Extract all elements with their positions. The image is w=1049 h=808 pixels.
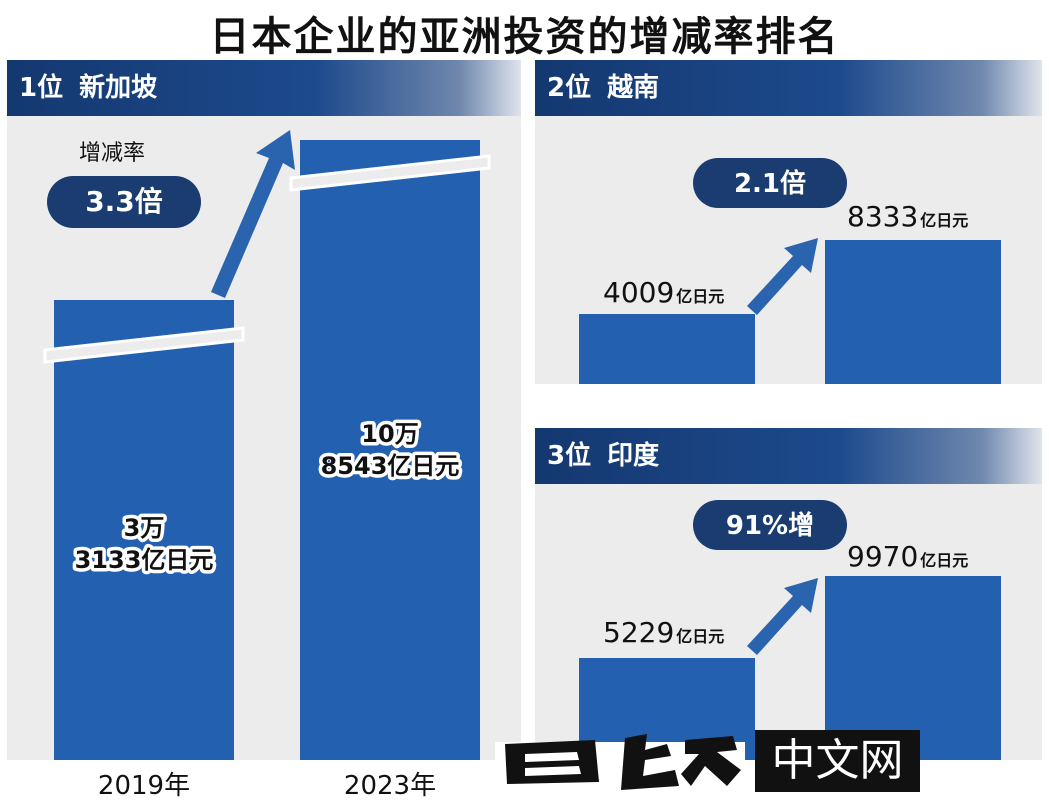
value-label-2023: 8333 亿日元 [847, 200, 968, 233]
value-label-2023-line1: 10万 [361, 420, 418, 448]
chart-india: 91%增 5229 亿日元 9970 亿日元 [579, 500, 1001, 760]
bar-2019 [579, 314, 755, 384]
value-number-2019: 4009 [603, 276, 674, 309]
rate-value: 2.1倍 [734, 168, 806, 199]
value-label-2019: 4009 亿日元 [603, 276, 724, 309]
rank-label: 2位 [547, 73, 592, 103]
value-unit-2023: 亿日元 [920, 211, 968, 230]
value-label-2019-line1: 3万 [124, 514, 165, 542]
country-label: 新加坡 [79, 73, 158, 103]
bar-2023 [825, 240, 1001, 384]
value-number-2019: 5229 [603, 616, 674, 649]
panel-header-india: 3位 印度 [535, 428, 1042, 484]
bar-2019 [54, 300, 234, 760]
growth-arrow [747, 238, 818, 315]
nikkei-logo-text: 中文网 [755, 730, 920, 792]
axis-break-2019 [43, 326, 245, 364]
x-tick-2019: 2019年 [97, 771, 191, 801]
panel-header-vietnam: 2位 越南 [535, 60, 1042, 116]
panel-header-singapore: 1位 新加坡 [7, 60, 521, 116]
value-label-2019-line2: 3133亿日元 [75, 546, 214, 574]
value-label-2023: 9970 亿日元 [847, 540, 968, 573]
value-unit-2023: 亿日元 [920, 551, 968, 570]
country-label: 越南 [607, 73, 660, 103]
growth-arrow [747, 578, 818, 655]
rate-value: 91%增 [726, 510, 814, 541]
value-unit-2019: 亿日元 [676, 287, 724, 306]
chart-singapore: 增减率 3.3倍 3万 3133亿日元 10万 8543亿日元 [43, 130, 491, 760]
rank-label: 1位 [19, 73, 64, 103]
rate-pill [47, 176, 201, 228]
chart-title: 日本企业的亚洲投资的增减率排名 [209, 14, 840, 60]
x-tick-2023: 2023年 [343, 771, 437, 801]
rate-pill [693, 158, 847, 208]
chart-vietnam: 2.1倍 4009 亿日元 8333 亿日元 [579, 158, 1001, 384]
panel-vietnam: 2位 越南 2.1倍 4009 亿日元 8333 亿日元 [535, 60, 1042, 384]
value-number-2023: 9970 [847, 540, 918, 573]
bar-2023 [300, 140, 480, 760]
rate-pill [693, 500, 847, 550]
growth-arrow [211, 130, 295, 298]
bar-2023 [825, 576, 1001, 760]
rank-label: 3位 [547, 441, 592, 471]
panel-singapore: 1位 新加坡 增减率 3.3倍 3万 3133亿日元 10万 8543亿日元 [7, 60, 521, 760]
rate-value: 3.3倍 [85, 185, 163, 218]
value-label-2019: 5229 亿日元 [603, 616, 724, 649]
country-label: 印度 [607, 441, 660, 471]
nikkei-logo-brush [495, 734, 745, 790]
value-number-2023: 8333 [847, 200, 918, 233]
panel-india: 3位 印度 91%增 5229 亿日元 9970 亿日元 [535, 428, 1042, 760]
axis-break-2023 [289, 154, 491, 192]
value-label-2023-line2: 8543亿日元 [321, 452, 460, 480]
value-unit-2019: 亿日元 [676, 627, 724, 646]
rate-caption: 增减率 [79, 141, 145, 166]
